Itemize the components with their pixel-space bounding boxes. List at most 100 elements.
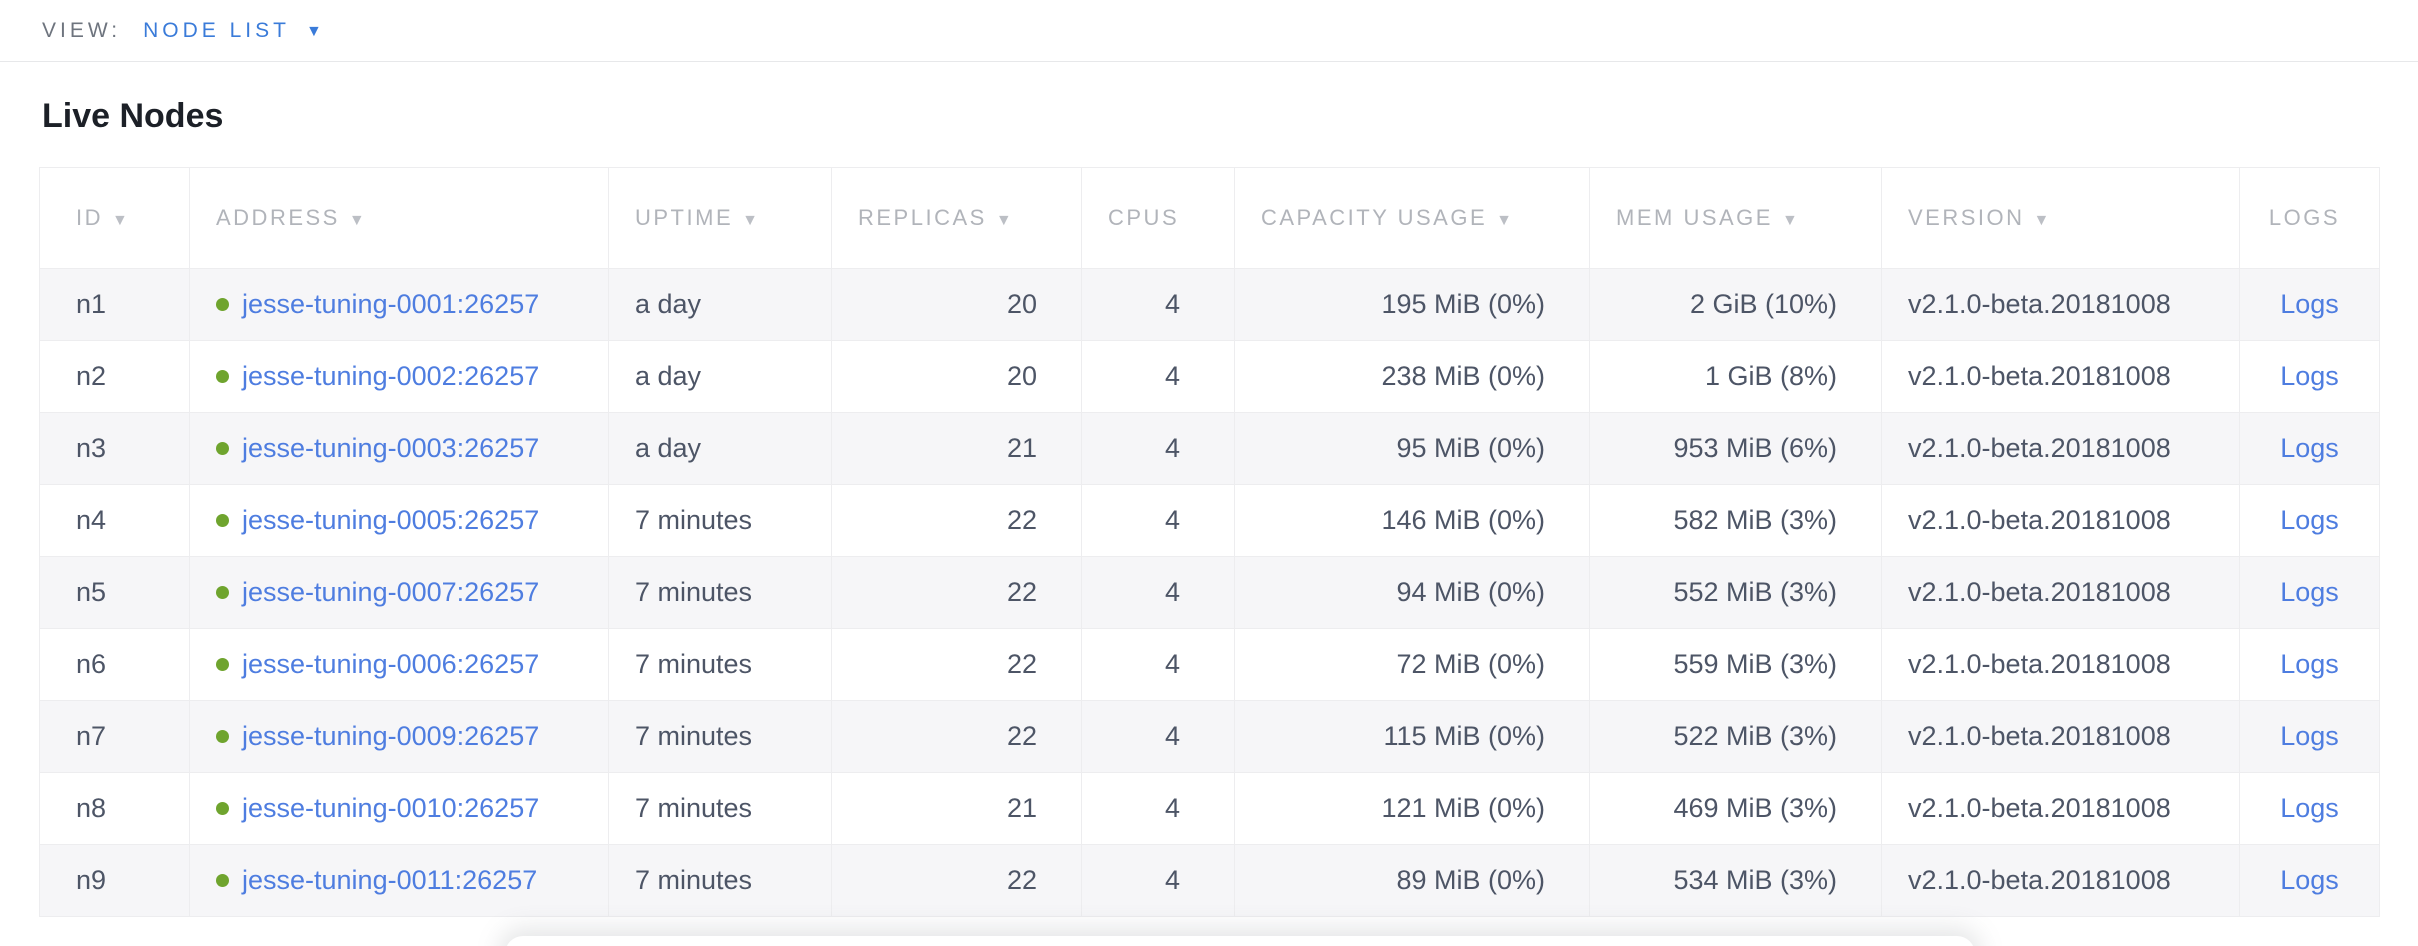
logs-link[interactable]: Logs <box>2280 793 2339 823</box>
node-address-link[interactable]: jesse-tuning-0005:26257 <box>242 505 540 535</box>
logs-link[interactable]: Logs <box>2280 649 2339 679</box>
mem-usage-cell: 522 MiB (3%) <box>1589 700 1882 773</box>
version-cell: v2.1.0-beta.20181008 <box>1881 628 2240 701</box>
uptime-cell: 7 minutes <box>608 844 832 917</box>
node-id-cell: n3 <box>39 412 190 485</box>
mem-usage-cell: 953 MiB (6%) <box>1589 412 1882 485</box>
capacity-usage-cell: 72 MiB (0%) <box>1234 628 1590 701</box>
version-cell: v2.1.0-beta.20181008 <box>1881 268 2240 341</box>
node-address-cell: jesse-tuning-0002:26257 <box>189 340 609 413</box>
column-header-replicas[interactable]: REPLICAS ▼ <box>831 167 1082 269</box>
sort-desc-icon: ▼ <box>742 212 761 229</box>
column-header-cpus: CPUS <box>1081 167 1235 269</box>
column-header-version[interactable]: VERSION ▼ <box>1881 167 2240 269</box>
capacity-usage-cell: 238 MiB (0%) <box>1234 340 1590 413</box>
uptime-cell: a day <box>608 340 832 413</box>
node-id-cell: n9 <box>39 844 190 917</box>
logs-link[interactable]: Logs <box>2280 433 2339 463</box>
logs-cell: Logs <box>2239 484 2380 557</box>
node-id-cell: n2 <box>39 340 190 413</box>
logs-link[interactable]: Logs <box>2280 721 2339 751</box>
cpus-cell: 4 <box>1081 412 1235 485</box>
cpus-cell: 4 <box>1081 340 1235 413</box>
uptime-cell: 7 minutes <box>608 556 832 629</box>
node-id-cell: n1 <box>39 268 190 341</box>
view-selector-dropdown[interactable]: NODE LIST ▼ <box>143 19 322 43</box>
logs-link[interactable]: Logs <box>2280 577 2339 607</box>
replicas-cell: 22 <box>831 556 1082 629</box>
column-header-mem-usage[interactable]: MEM USAGE ▼ <box>1589 167 1882 269</box>
mem-usage-cell: 2 GiB (10%) <box>1589 268 1882 341</box>
table-row: n3 jesse-tuning-0003:26257 a day 21 4 95… <box>39 412 2380 485</box>
column-header-logs: LOGS <box>2239 167 2380 269</box>
version-cell: v2.1.0-beta.20181008 <box>1881 772 2240 845</box>
node-address-link[interactable]: jesse-tuning-0010:26257 <box>242 793 540 823</box>
mem-usage-cell: 534 MiB (3%) <box>1589 844 1882 917</box>
logs-cell: Logs <box>2239 556 2380 629</box>
node-address-link[interactable]: jesse-tuning-0011:26257 <box>242 865 538 895</box>
next-card-shadow <box>505 936 1975 946</box>
sort-desc-icon: ▼ <box>995 212 1015 229</box>
version-cell: v2.1.0-beta.20181008 <box>1881 340 2240 413</box>
node-id-cell: n4 <box>39 484 190 557</box>
mem-usage-cell: 552 MiB (3%) <box>1589 556 1882 629</box>
live-status-icon <box>216 658 229 671</box>
live-status-icon <box>216 874 229 887</box>
column-header-uptime[interactable]: UPTIME ▼ <box>608 167 832 269</box>
view-bar: VIEW: NODE LIST ▼ <box>0 0 2418 62</box>
version-cell: v2.1.0-beta.20181008 <box>1881 484 2240 557</box>
cpus-cell: 4 <box>1081 628 1235 701</box>
node-address-cell: jesse-tuning-0011:26257 <box>189 844 609 917</box>
replicas-cell: 22 <box>831 484 1082 557</box>
node-address-link[interactable]: jesse-tuning-0003:26257 <box>242 433 540 463</box>
logs-cell: Logs <box>2239 412 2380 485</box>
header-row: ID ▼ ADDRESS ▼ UPTIME ▼ REPLICAS ▼ CPUS CAPA… <box>39 167 2380 269</box>
column-header-id[interactable]: ID ▼ <box>39 167 190 269</box>
node-address-link[interactable]: jesse-tuning-0006:26257 <box>242 649 540 679</box>
table-row: n6 jesse-tuning-0006:26257 7 minutes 22 … <box>39 628 2380 701</box>
node-id-cell: n5 <box>39 556 190 629</box>
sort-desc-icon: ▼ <box>348 212 368 229</box>
node-address-link[interactable]: jesse-tuning-0009:26257 <box>242 721 540 751</box>
live-status-icon <box>216 514 229 527</box>
table-row: n4 jesse-tuning-0005:26257 7 minutes 22 … <box>39 484 2380 557</box>
replicas-cell: 20 <box>831 340 1082 413</box>
sort-desc-icon: ▼ <box>1781 212 1801 229</box>
capacity-usage-cell: 95 MiB (0%) <box>1234 412 1590 485</box>
version-cell: v2.1.0-beta.20181008 <box>1881 700 2240 773</box>
node-address-link[interactable]: jesse-tuning-0007:26257 <box>242 577 540 607</box>
capacity-usage-cell: 89 MiB (0%) <box>1234 844 1590 917</box>
sort-desc-icon: ▼ <box>2033 212 2052 229</box>
node-address-cell: jesse-tuning-0009:26257 <box>189 700 609 773</box>
mem-usage-cell: 582 MiB (3%) <box>1589 484 1882 557</box>
replicas-cell: 22 <box>831 844 1082 917</box>
uptime-cell: 7 minutes <box>608 484 832 557</box>
logs-link[interactable]: Logs <box>2280 289 2339 319</box>
live-nodes-table-container: ID ▼ ADDRESS ▼ UPTIME ▼ REPLICAS ▼ CPUS CAPA… <box>39 167 2380 917</box>
node-address-cell: jesse-tuning-0001:26257 <box>189 268 609 341</box>
replicas-cell: 21 <box>831 772 1082 845</box>
column-header-address[interactable]: ADDRESS ▼ <box>189 167 609 269</box>
column-header-capacity-usage[interactable]: CAPACITY USAGE ▼ <box>1234 167 1590 269</box>
node-address-link[interactable]: jesse-tuning-0001:26257 <box>242 289 540 319</box>
version-cell: v2.1.0-beta.20181008 <box>1881 556 2240 629</box>
logs-link[interactable]: Logs <box>2280 505 2339 535</box>
cpus-cell: 4 <box>1081 700 1235 773</box>
capacity-usage-cell: 195 MiB (0%) <box>1234 268 1590 341</box>
node-address-link[interactable]: jesse-tuning-0002:26257 <box>242 361 540 391</box>
uptime-cell: a day <box>608 412 832 485</box>
capacity-usage-cell: 121 MiB (0%) <box>1234 772 1590 845</box>
table-row: n1 jesse-tuning-0001:26257 a day 20 4 19… <box>39 268 2380 341</box>
logs-cell: Logs <box>2239 268 2380 341</box>
version-cell: v2.1.0-beta.20181008 <box>1881 412 2240 485</box>
cpus-cell: 4 <box>1081 772 1235 845</box>
live-status-icon <box>216 802 229 815</box>
view-selected-value: NODE LIST <box>143 18 290 42</box>
replicas-cell: 21 <box>831 412 1082 485</box>
logs-link[interactable]: Logs <box>2280 361 2339 391</box>
logs-link[interactable]: Logs <box>2280 865 2339 895</box>
mem-usage-cell: 469 MiB (3%) <box>1589 772 1882 845</box>
live-status-icon <box>216 370 229 383</box>
mem-usage-cell: 559 MiB (3%) <box>1589 628 1882 701</box>
uptime-cell: a day <box>608 268 832 341</box>
